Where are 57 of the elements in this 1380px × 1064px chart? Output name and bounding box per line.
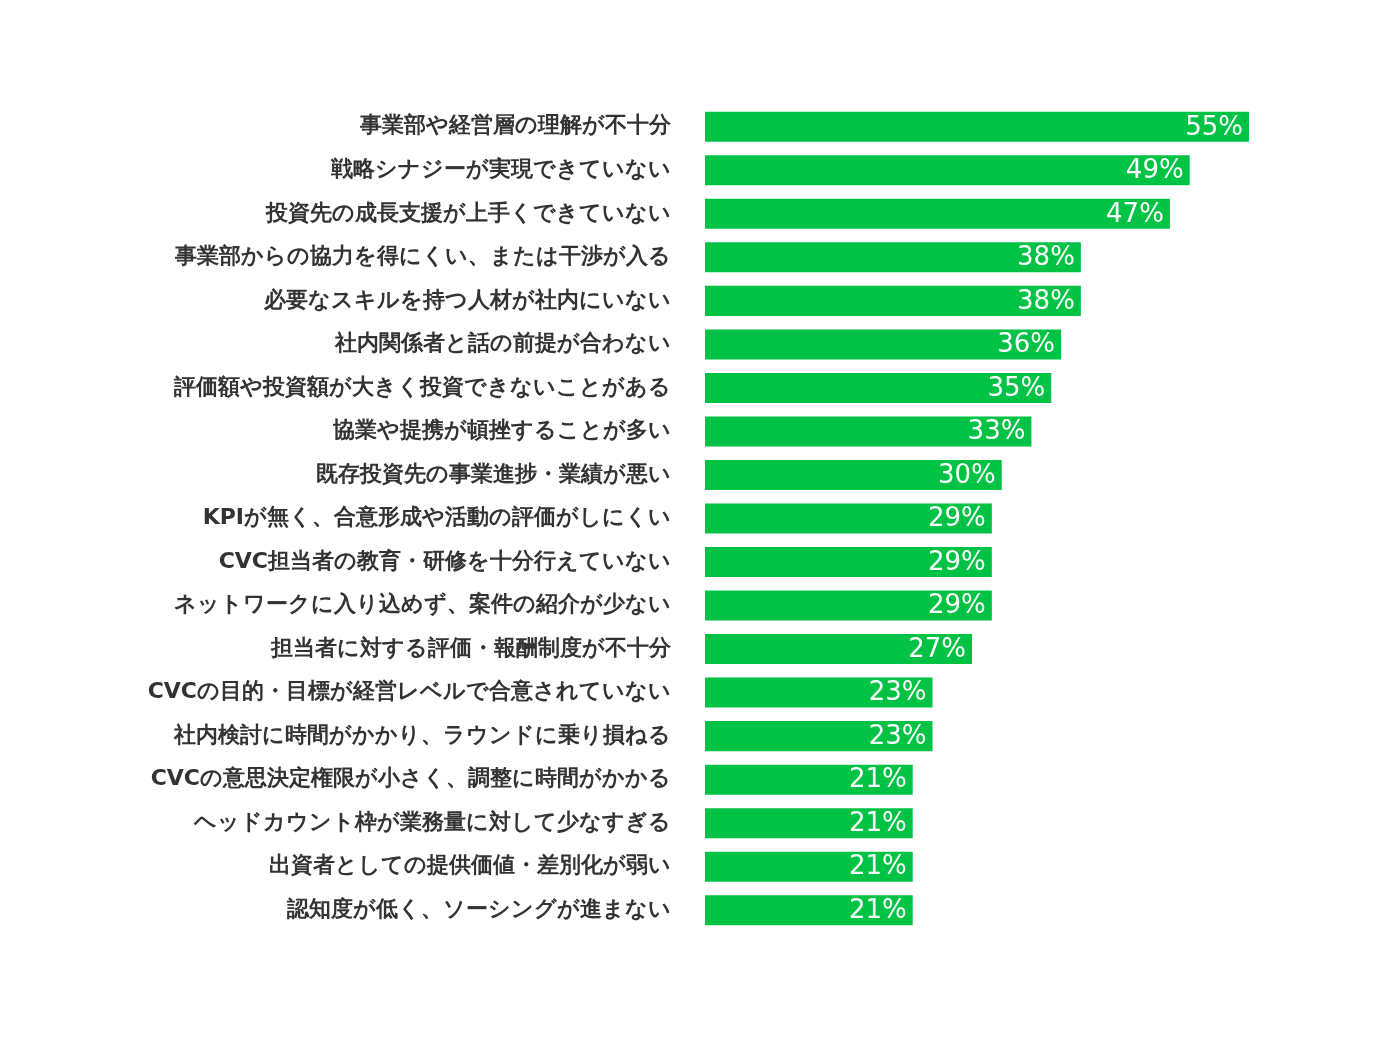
bar	[705, 634, 973, 665]
y-tick-label: CVCの意思決定権限が小さく、調整に時間がかかる	[150, 765, 671, 791]
y-tick-label: 戦略シナジーが実現できていない	[330, 156, 671, 182]
y-tick-label: 協業や提携が頓挫することが多い	[332, 417, 671, 443]
bar	[705, 416, 1032, 447]
y-tick-label: CVCの目的・目標が経営レベルで合意されていない	[147, 678, 671, 704]
data-label: 29%	[928, 502, 986, 533]
y-tick-label: 担当者に対する評価・報酬制度が不十分	[270, 634, 672, 660]
data-label: 49%	[1125, 154, 1184, 185]
bar	[705, 329, 1062, 360]
bar	[705, 503, 992, 534]
data-label: 36%	[997, 328, 1056, 359]
bar	[705, 285, 1081, 316]
y-tick-label: 社内検討に時間がかかり、ラウンドに乗り損ねる	[173, 721, 671, 747]
bar	[705, 372, 1052, 403]
y-tick-label: CVC担当者の教育・研修を十分行えていない	[218, 547, 671, 573]
data-label: 30%	[937, 458, 996, 489]
y-tick-label: KPIが無く、合意形成や活動の評価がしにくい	[202, 504, 671, 530]
data-label: 23%	[868, 676, 927, 707]
data-label: 29%	[928, 545, 986, 576]
y-tick-label: 既存投資先の事業進捗・業績が悪い	[316, 460, 671, 486]
data-label: 21%	[848, 763, 907, 794]
y-tick-label: 認知度が低く、ソーシングが進まない	[286, 895, 671, 921]
y-tick-label: 必要なスキルを持つ人材が社内にいない	[263, 286, 671, 312]
y-tick-label: ネットワークに入り込めず、案件の紹介が少ない	[174, 591, 671, 618]
bar	[705, 198, 1170, 229]
y-tick-label: ヘッドカウント枠が業務量に対して少なすぎる	[193, 808, 671, 834]
y-tick-label: 評価額や投資額が大きく投資できないことがある	[173, 373, 671, 399]
bar	[705, 895, 913, 926]
bar	[705, 764, 913, 795]
bar	[705, 111, 1249, 142]
y-tick-label: 出資者としての提供価値・差別化が弱い	[269, 852, 671, 878]
data-label: 35%	[987, 371, 1046, 402]
y-tick-label: 事業部や経営層の理解が不十分	[359, 112, 672, 138]
data-label: 33%	[967, 415, 1026, 446]
bar	[705, 851, 913, 882]
bar	[705, 677, 933, 708]
bar	[705, 242, 1081, 273]
data-label: 23%	[868, 719, 927, 750]
data-label: 27%	[908, 632, 967, 663]
bar	[705, 721, 933, 752]
data-label: 38%	[1017, 241, 1075, 272]
data-label: 21%	[848, 806, 907, 837]
y-tick-label: 社内関係者と話の前提が合わない	[334, 330, 671, 356]
y-tick-label: 投資先の成長支援が上手くできていない	[265, 199, 671, 225]
data-label: 21%	[848, 850, 907, 881]
y-tick-label: 事業部からの協力を得にくい、または干渉が入る	[174, 243, 671, 269]
bar	[705, 155, 1190, 186]
bar	[705, 459, 1002, 490]
bar	[705, 590, 992, 621]
data-label: 21%	[848, 893, 907, 924]
bar	[705, 547, 992, 578]
data-label: 47%	[1106, 197, 1164, 228]
bar	[705, 808, 913, 839]
data-label: 38%	[1017, 284, 1075, 315]
data-label: 55%	[1185, 110, 1243, 141]
data-label: 29%	[928, 589, 986, 620]
